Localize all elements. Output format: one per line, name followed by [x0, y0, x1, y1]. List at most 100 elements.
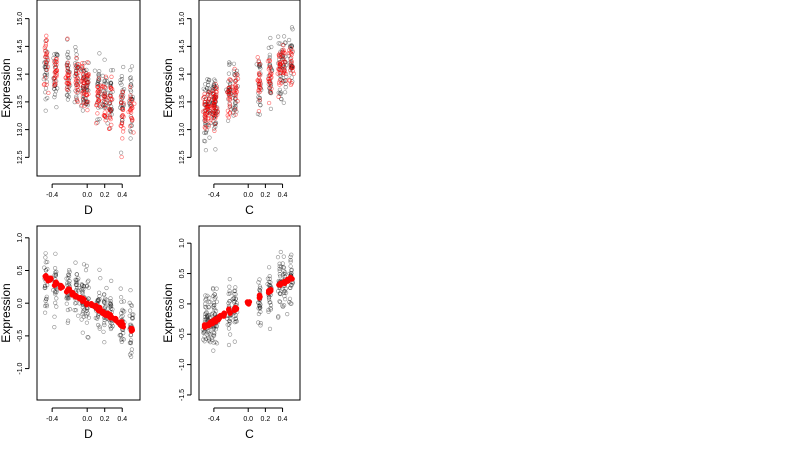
- data-point: [233, 296, 238, 301]
- data-point: [81, 284, 87, 289]
- data-point: [44, 294, 49, 299]
- data-point: [118, 80, 123, 85]
- data-point: [231, 68, 236, 73]
- data-point: [228, 320, 233, 325]
- data-point: [233, 292, 238, 297]
- data-point: [267, 297, 272, 302]
- data-point: [86, 315, 91, 320]
- data-point-red: [65, 65, 70, 70]
- data-point: [42, 64, 48, 70]
- data-point: [257, 64, 262, 70]
- data-point: [278, 249, 283, 255]
- data-point-red: [100, 99, 105, 104]
- data-point-red: [226, 95, 231, 101]
- data-point: [128, 136, 133, 141]
- data-point: [52, 94, 57, 100]
- y-tick-label: 14.5: [17, 39, 24, 53]
- data-point-red: [96, 76, 101, 81]
- data-point: [53, 251, 58, 256]
- data-point-red: [278, 62, 283, 67]
- data-point: [265, 276, 271, 281]
- data-point: [211, 330, 216, 335]
- data-point: [96, 299, 101, 304]
- data-point: [257, 305, 263, 310]
- data-point-red: [53, 82, 58, 87]
- data-point-red: [46, 90, 51, 96]
- data-point: [128, 340, 133, 345]
- data-point: [211, 303, 216, 308]
- data-point: [227, 289, 232, 294]
- data-point: [230, 297, 235, 302]
- data-point: [129, 347, 134, 352]
- data-point: [128, 75, 133, 80]
- data-point: [42, 284, 48, 289]
- data-point: [279, 264, 284, 270]
- data-point: [232, 72, 237, 77]
- data-point-red: [276, 66, 281, 72]
- data-point: [257, 303, 262, 309]
- data-point: [53, 273, 58, 278]
- data-point: [96, 71, 101, 77]
- data-point: [225, 316, 230, 322]
- data-point: [72, 99, 77, 105]
- data-point: [203, 311, 208, 317]
- data-point: [118, 295, 124, 300]
- data-point-red: [76, 70, 81, 75]
- data-point: [67, 269, 72, 275]
- data-point: [254, 62, 259, 67]
- data-point: [127, 76, 133, 81]
- data-point-red: [82, 103, 87, 109]
- data-point: [80, 283, 85, 288]
- data-point: [120, 307, 125, 313]
- data-point: [65, 294, 70, 300]
- data-point-red: [280, 42, 285, 48]
- data-point-red: [211, 99, 216, 104]
- data-point: [129, 122, 134, 128]
- plot-frame: [36, 225, 141, 401]
- data-point: [119, 92, 125, 97]
- data-point-red: [73, 71, 79, 77]
- y-axis-title: Expression: [0, 283, 13, 342]
- data-point: [65, 280, 70, 286]
- y-tick-label: 1.0: [179, 238, 186, 248]
- data-point: [117, 333, 122, 338]
- data-point-red: [233, 107, 238, 112]
- y-tick-label: -0.5: [17, 330, 24, 342]
- data-point-red: [257, 78, 262, 83]
- data-point: [204, 305, 209, 310]
- data-point-red: [276, 94, 281, 99]
- data-point-red: [288, 82, 294, 88]
- data-point: [84, 314, 89, 319]
- data-point: [290, 27, 295, 32]
- data-point: [102, 298, 107, 303]
- data-point: [102, 105, 107, 110]
- data-point: [255, 111, 261, 117]
- data-point: [86, 278, 91, 283]
- data-point: [267, 282, 272, 288]
- data-point: [52, 314, 57, 319]
- data-point: [258, 103, 263, 108]
- data-point-red: [109, 122, 114, 128]
- data-point-red: [130, 106, 135, 111]
- data-point: [282, 34, 287, 39]
- data-point: [64, 301, 69, 306]
- data-point: [103, 296, 108, 301]
- data-point: [66, 296, 72, 301]
- data-point-red: [43, 49, 48, 54]
- fitted-point: [246, 299, 252, 305]
- data-point: [266, 295, 272, 300]
- data-point: [287, 37, 292, 43]
- data-point: [65, 97, 70, 102]
- data-point: [44, 304, 50, 309]
- y-tick-label: 1.0: [17, 233, 24, 243]
- data-point: [234, 319, 239, 324]
- data-point: [119, 299, 124, 304]
- data-point: [129, 123, 134, 128]
- data-point-red: [212, 101, 217, 107]
- data-point: [65, 318, 71, 323]
- data-point: [206, 338, 211, 343]
- data-point: [212, 312, 217, 317]
- data-point: [81, 96, 86, 101]
- data-point-red: [233, 112, 238, 117]
- data-point: [43, 268, 49, 273]
